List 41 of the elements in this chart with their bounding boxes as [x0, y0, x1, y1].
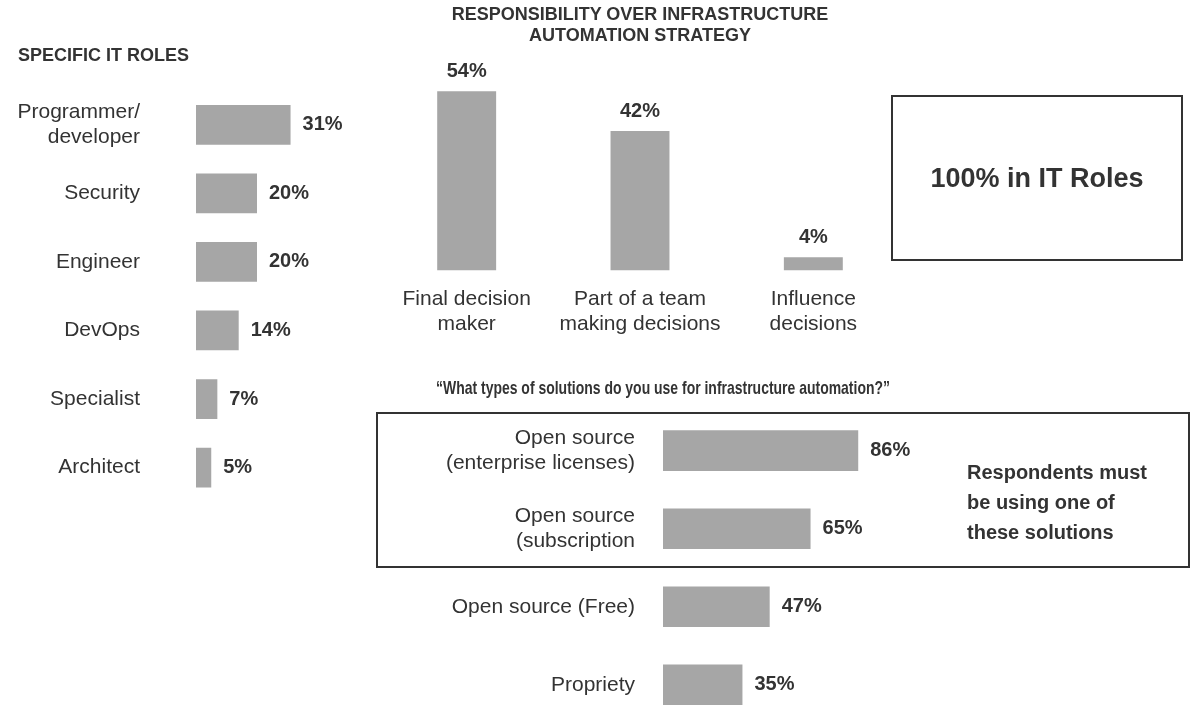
- bar: [196, 310, 239, 351]
- y-tick-label: Open source (enterprise licenses): [445, 424, 635, 474]
- x-tick-label: Part of a team making decisions: [559, 286, 721, 335]
- bar: [196, 447, 212, 488]
- y-tick-label: Propriety: [550, 671, 636, 695]
- data-label: 31%: [302, 112, 343, 135]
- data-label: 42%: [619, 98, 661, 121]
- bar: [196, 379, 218, 419]
- data-label: 35%: [754, 672, 795, 695]
- bar: [196, 173, 257, 214]
- bar: [663, 664, 743, 706]
- y-tick-label: Open source (subscription: [514, 502, 635, 552]
- y-tick-label: DevOps: [64, 317, 140, 341]
- data-label: 4%: [798, 224, 828, 247]
- bar: [663, 586, 770, 628]
- data-label: 86%: [870, 438, 911, 461]
- data-label: 54%: [446, 58, 487, 81]
- x-tick-label: Influence decisions: [769, 286, 858, 335]
- bar: [663, 508, 811, 549]
- data-label: 47%: [781, 594, 822, 617]
- data-label: 14%: [250, 317, 291, 340]
- text: 100% in IT Roles: [930, 162, 1144, 194]
- bar: [196, 242, 257, 282]
- data-label: 65%: [822, 516, 863, 539]
- y-tick-label: Architect: [58, 454, 141, 478]
- y-tick-label: Specialist: [50, 385, 141, 409]
- bar: [663, 430, 859, 471]
- chart-title: RESPONSIBILITY OVER INFRASTRUCTURE AUTOMATION STRATEGY: [451, 3, 829, 46]
- data-label: 7%: [229, 386, 259, 409]
- data-label: 5%: [223, 455, 253, 478]
- text: Respondents must be using one of these solutions: [967, 460, 1149, 545]
- bar: [196, 104, 291, 145]
- x-tick-label: Final decision maker: [402, 286, 531, 335]
- y-tick-label: Engineer: [55, 248, 141, 272]
- chart-title: “What types of solutions do you use for infrastructure automation?”: [436, 377, 890, 398]
- y-tick-label: Open source (Free): [451, 593, 635, 617]
- data-label: 20%: [269, 249, 310, 272]
- y-tick-label: Programmer/ developer: [17, 99, 141, 148]
- data-label: 20%: [269, 180, 310, 203]
- y-tick-label: Security: [64, 180, 141, 204]
- chart-title: SPECIFIC IT ROLES: [18, 44, 190, 65]
